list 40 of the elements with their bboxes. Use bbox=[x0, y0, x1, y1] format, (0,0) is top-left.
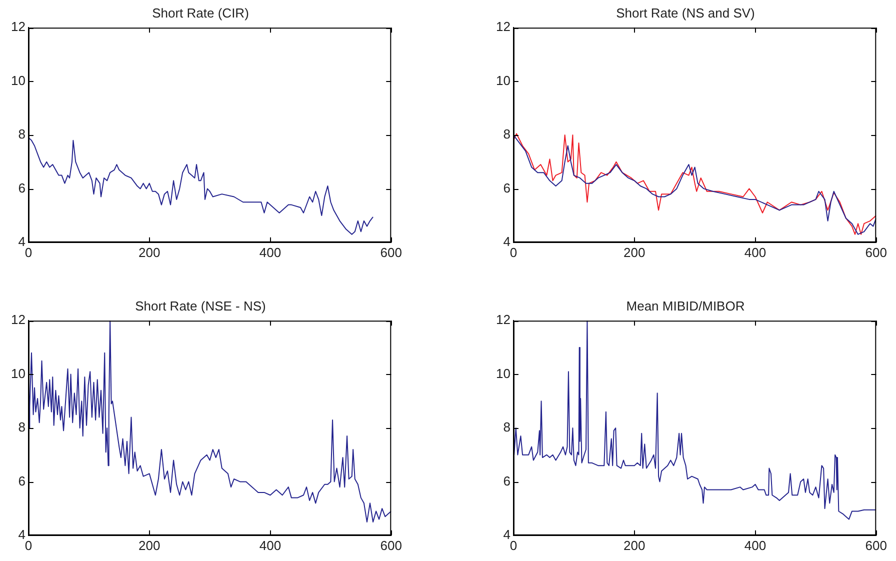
y-tick-label: 4 bbox=[18, 234, 26, 249]
y-tick-label: 10 bbox=[10, 72, 26, 88]
y-tick-label: 4 bbox=[503, 234, 510, 249]
x-tick-label: 0 bbox=[510, 244, 518, 260]
x-tick-label: 400 bbox=[259, 244, 282, 260]
x-tick-label: 0 bbox=[510, 538, 518, 553]
y-tick-label: 12 bbox=[496, 312, 510, 328]
x-tick-label: 600 bbox=[380, 244, 402, 260]
x-tick-label: 200 bbox=[624, 244, 646, 260]
y-tick-label: 6 bbox=[503, 180, 510, 196]
y-tick-label: 6 bbox=[18, 180, 26, 196]
y-tick-label: 10 bbox=[10, 366, 26, 381]
y-tick-label: 8 bbox=[503, 126, 510, 142]
y-tick-label: 12 bbox=[10, 19, 26, 34]
y-tick-label: 8 bbox=[18, 420, 26, 435]
y-tick-label: 4 bbox=[503, 526, 510, 542]
chart-title: Short Rate (NS and SV) bbox=[616, 5, 755, 20]
y-tick-label: 4 bbox=[18, 526, 26, 542]
x-tick-label: 600 bbox=[865, 244, 888, 260]
chart-title: Short Rate (NSE - NS) bbox=[135, 298, 266, 314]
x-tick-label: 200 bbox=[624, 538, 646, 553]
y-tick-label: 10 bbox=[496, 72, 510, 88]
y-tick-label: 6 bbox=[503, 473, 510, 488]
y-tick-label: 6 bbox=[18, 473, 26, 488]
y-tick-label: 8 bbox=[503, 420, 510, 435]
x-tick-label: 400 bbox=[744, 538, 766, 553]
x-tick-label: 0 bbox=[24, 538, 32, 553]
chart-title: Short Rate (CIR) bbox=[152, 5, 249, 20]
x-tick-label: 0 bbox=[24, 244, 32, 260]
x-tick-label: 400 bbox=[744, 244, 766, 260]
x-tick-label: 600 bbox=[865, 538, 888, 553]
x-tick-label: 400 bbox=[259, 538, 282, 553]
x-tick-label: 600 bbox=[380, 538, 402, 553]
y-tick-label: 12 bbox=[496, 19, 510, 34]
y-tick-label: 12 bbox=[10, 312, 26, 328]
chart-title: Mean MIBID/MIBOR bbox=[626, 298, 745, 314]
y-tick-label: 10 bbox=[496, 366, 510, 381]
x-tick-label: 200 bbox=[138, 244, 160, 260]
y-tick-label: 8 bbox=[18, 126, 26, 142]
x-tick-label: 200 bbox=[138, 538, 160, 553]
